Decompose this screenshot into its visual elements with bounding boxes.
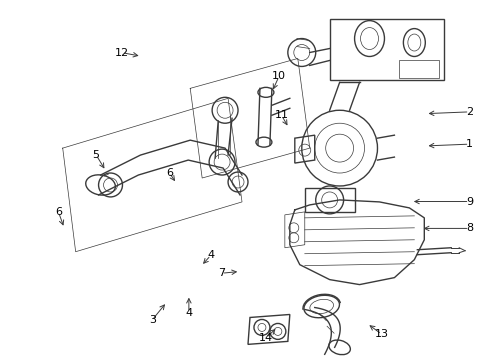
Text: 10: 10 — [272, 71, 286, 81]
Text: 11: 11 — [274, 111, 289, 121]
Text: 9: 9 — [466, 197, 473, 207]
Text: 4: 4 — [185, 308, 193, 318]
Text: 3: 3 — [149, 315, 156, 325]
Text: 4: 4 — [207, 250, 215, 260]
Text: 6: 6 — [166, 168, 173, 178]
Text: 5: 5 — [93, 150, 99, 160]
Text: 13: 13 — [375, 329, 389, 339]
Text: 8: 8 — [466, 224, 473, 233]
Text: 2: 2 — [466, 107, 473, 117]
Text: 1: 1 — [466, 139, 473, 149]
Text: 12: 12 — [115, 48, 129, 58]
Text: 6: 6 — [55, 207, 62, 217]
Text: 14: 14 — [259, 333, 273, 343]
Text: 7: 7 — [218, 268, 225, 278]
